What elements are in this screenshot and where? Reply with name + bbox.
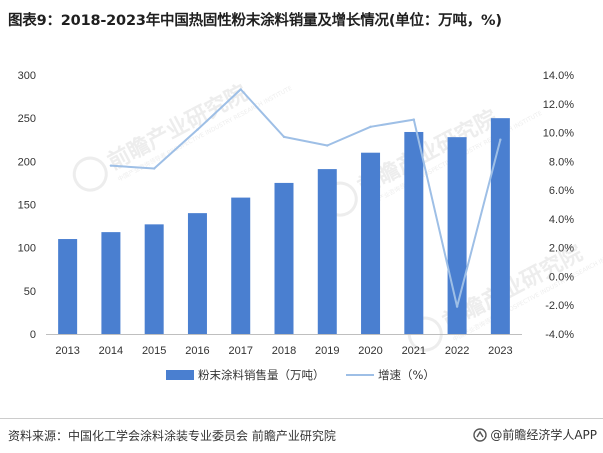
watermark-text: 前瞻产业研究院 — [104, 80, 252, 175]
bar-2020 — [361, 152, 381, 334]
y2-tick-label: 10.0% — [543, 128, 574, 140]
y2-tick-label: 14.0% — [543, 70, 574, 82]
y-tick-label: 150 — [18, 200, 36, 212]
bar-2016 — [187, 213, 207, 334]
x-tick-label: 2022 — [445, 345, 469, 357]
bar-2014 — [101, 232, 121, 334]
x-tick-label: 2013 — [55, 345, 79, 357]
bar-series — [58, 118, 510, 335]
y-tick-label: 100 — [18, 243, 36, 255]
x-tick-label: 2023 — [488, 345, 512, 357]
growth-point-2016 — [196, 128, 199, 131]
y2-tick-label: 8.0% — [549, 156, 574, 168]
growth-point-2021 — [412, 118, 416, 121]
bar-2013 — [58, 239, 78, 334]
brand-text: @前瞻经济学人APP — [490, 428, 597, 442]
bar-2023 — [490, 118, 510, 335]
bar-2015 — [144, 224, 164, 334]
y2-tick-label: 0.0% — [549, 271, 574, 283]
growth-point-2020 — [369, 125, 372, 128]
y-tick-label: 0 — [30, 329, 36, 341]
x-tick-label: 2020 — [358, 345, 382, 357]
bar-2019 — [317, 169, 337, 334]
x-tick-label: 2019 — [315, 345, 339, 357]
y2-tick-label: 12.0% — [543, 99, 574, 111]
growth-point-2017 — [239, 88, 242, 91]
chart-title: 图表9：2018-2023年中国热固性粉末涂料销量及增长情况(单位：万吨，%) — [8, 13, 502, 29]
x-tick-label: 2015 — [142, 345, 166, 357]
watermark-logo-icon — [72, 156, 108, 192]
y-tick-label: 200 — [18, 156, 36, 168]
y2-tick-label: -2.0% — [545, 300, 574, 312]
brand-logo-icon — [473, 427, 488, 442]
x-tick-label: 2018 — [272, 345, 296, 357]
legend-swatch-bar — [166, 370, 194, 380]
growth-point-2018 — [282, 135, 286, 139]
y-tick-label: 250 — [18, 113, 36, 125]
growth-point-2015 — [152, 167, 156, 170]
axes: 2013 2014 2015 2016 2017 2018 2019 2020 2021 2022… — [18, 70, 575, 357]
source-note: 资料来源：中国化工学会涂料涂装专业委员会 前瞻产业研究院 — [8, 429, 336, 443]
bar-2018 — [274, 182, 294, 334]
y2-tick-label: 4.0% — [549, 214, 574, 226]
y-tick-label: 300 — [18, 70, 36, 82]
legend: 粉末涂料销售量（万吨） 增速（%） — [166, 368, 435, 382]
growth-point-2022 — [455, 305, 459, 308]
x-tick-label: 2016 — [185, 345, 209, 357]
y2-tick-label: 2.0% — [549, 243, 574, 255]
x-tick-label: 2021 — [402, 345, 426, 357]
growth-point-2014 — [109, 164, 113, 167]
y2-tick-label: -4.0% — [545, 329, 574, 341]
y-tick-label: 50 — [24, 286, 36, 298]
growth-point-2019 — [326, 144, 329, 147]
brand-label: @前瞻经济学人APP — [473, 426, 597, 443]
legend-label-bar: 粉末涂料销售量（万吨） — [198, 368, 325, 382]
line-series — [109, 88, 502, 308]
growth-point-2023 — [499, 138, 502, 141]
legend-label-line: 增速（%） — [378, 368, 435, 382]
x-tick-label: 2017 — [228, 345, 252, 357]
bar-2021 — [404, 131, 424, 334]
footer: 资料来源：中国化工学会涂料涂装专业委员会 前瞻产业研究院 @前瞻经济学人APP — [0, 418, 603, 453]
y2-tick-label: 6.0% — [549, 185, 574, 197]
bar-2017 — [231, 197, 251, 334]
growth-line — [110, 88, 502, 308]
x-tick-label: 2014 — [99, 345, 123, 357]
